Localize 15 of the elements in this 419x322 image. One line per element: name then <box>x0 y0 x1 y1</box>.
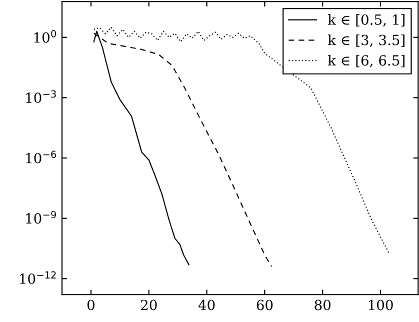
x-tick-label: 0 <box>87 300 94 310</box>
x-tick-label: 60 <box>256 300 273 310</box>
x-tick-label: 80 <box>314 300 331 310</box>
y-tick-label: 10$^{−3}$ <box>26 90 56 104</box>
legend-label: k ∈ [6, 6.5] <box>328 54 404 68</box>
y-tick-label: 10$^{−12}$ <box>20 271 56 284</box>
x-tick-label: 100 <box>368 300 393 310</box>
legend-label: k ∈ [0.5, 1] <box>328 14 404 27</box>
line-series <box>93 32 272 268</box>
x-tick-label: 20 <box>140 300 157 310</box>
y-tick-label: 10$^{−9}$ <box>26 210 56 224</box>
x-tick-label: 40 <box>198 300 215 310</box>
legend-label: k ∈ [3, 3.5] <box>328 34 404 47</box>
y-tick-label: 10$^{0}$ <box>34 30 56 43</box>
y-tick-label: 10$^{−6}$ <box>26 150 56 164</box>
